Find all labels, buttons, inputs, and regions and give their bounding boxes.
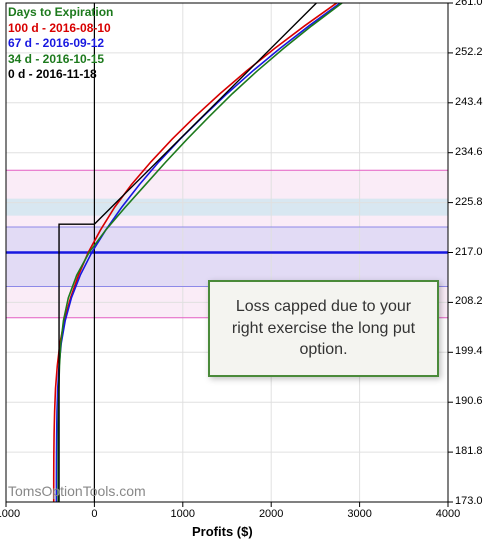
y-tick-label: 234.6 <box>455 146 483 158</box>
y-tick-label: 252.2 <box>455 46 483 58</box>
watermark: TomsOptionTools.com <box>8 483 146 499</box>
x-tick-label: -1000 <box>0 508 26 520</box>
option-pnl-chart: Days to Expiration 100 d - 2016-08-1067 … <box>0 0 500 543</box>
legend-item: 100 d - 2016-08-10 <box>8 21 113 37</box>
y-tick-label: 173.0 <box>455 495 483 507</box>
x-tick-label: 0 <box>74 508 114 520</box>
y-tick-label: 181.8 <box>455 445 483 457</box>
y-tick-label: 243.4 <box>455 96 483 108</box>
legend-item: 0 d - 2016-11-18 <box>8 67 113 83</box>
y-tick-label: 208.2 <box>455 295 483 307</box>
y-tick-label: 225.8 <box>455 196 483 208</box>
y-tick-label: 261.0 <box>455 0 483 8</box>
legend-item: 67 d - 2016-09-12 <box>8 36 113 52</box>
y-tick-label: 190.6 <box>455 395 483 407</box>
legend-item: 34 d - 2016-10-15 <box>8 52 113 68</box>
legend-title: Days to Expiration <box>8 5 113 21</box>
x-tick-label: 2000 <box>251 508 291 520</box>
loss-capped-callout: Loss capped due to your right exercise t… <box>208 280 439 377</box>
x-tick-label: 4000 <box>428 508 468 520</box>
legend: Days to Expiration 100 d - 2016-08-1067 … <box>8 5 113 83</box>
y-tick-label: 217.0 <box>455 246 483 258</box>
x-axis-label: Profits ($) <box>192 524 253 539</box>
x-tick-label: 3000 <box>340 508 380 520</box>
x-tick-label: 1000 <box>163 508 203 520</box>
y-tick-label: 199.4 <box>455 345 483 357</box>
